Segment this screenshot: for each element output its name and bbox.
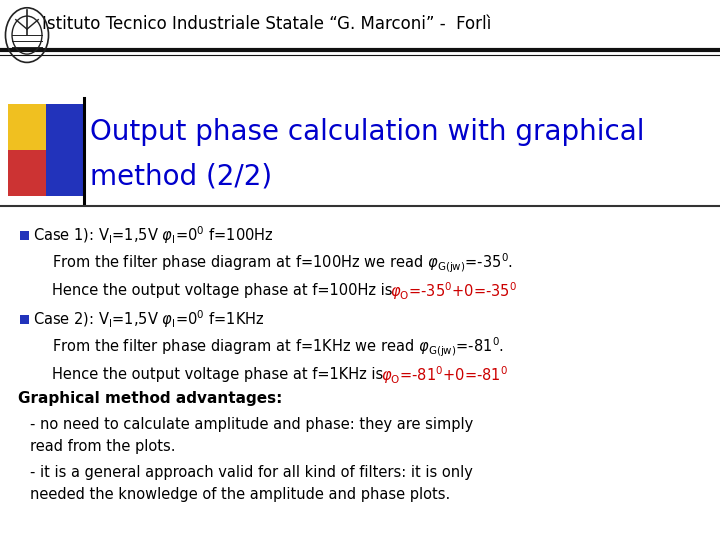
Text: $\varphi$$_\mathregular{O}$=-35$^0$+0=-35$^0$: $\varphi$$_\mathregular{O}$=-35$^0$+0=-3… [390,280,517,302]
Text: Case 1): V$_\mathregular{I}$=1,5V $\varphi$$_\mathregular{I}$=0$^0$ f=100Hz: Case 1): V$_\mathregular{I}$=1,5V $\varp… [33,224,274,246]
Bar [20,315,29,324]
Text: - it is a general approach valid for all kind of filters: it is only: - it is a general approach valid for all… [30,465,473,481]
Text: From the filter phase diagram at f=100Hz we read $\varphi$$_{\mathregular{G(jw)}: From the filter phase diagram at f=100Hz… [52,251,513,275]
Text: Output phase calculation with graphical: Output phase calculation with graphical [90,118,644,146]
Text: $\varphi$$_\mathregular{O}$=-81$^0$+0=-81$^0$: $\varphi$$_\mathregular{O}$=-81$^0$+0=-8… [381,364,508,386]
Text: Case 2): V$_\mathregular{I}$=1,5V $\varphi$$_\mathregular{I}$=0$^0$ f=1KHz: Case 2): V$_\mathregular{I}$=1,5V $\varp… [33,308,265,330]
Text: method (2/2): method (2/2) [90,163,272,191]
Text: Hence the output voltage phase at f=100Hz is: Hence the output voltage phase at f=100H… [52,284,397,299]
Bar [8,104,46,150]
Text: read from the plots.: read from the plots. [30,440,176,455]
Bar [46,150,84,196]
Text: Istituto Tecnico Industriale Statale “G. Marconi” -  Forlì: Istituto Tecnico Industriale Statale “G.… [42,15,491,33]
Bar [46,104,84,150]
Text: From the filter phase diagram at f=1KHz we read $\varphi$$_{\mathregular{G(jw)}}: From the filter phase diagram at f=1KHz … [52,335,504,359]
Text: Hence the output voltage phase at f=1KHz is: Hence the output voltage phase at f=1KHz… [52,368,388,382]
Bar [20,231,29,240]
Text: - no need to calculate amplitude and phase: they are simply: - no need to calculate amplitude and pha… [30,417,473,433]
Text: needed the knowledge of the amplitude and phase plots.: needed the knowledge of the amplitude an… [30,488,450,503]
Bar [8,150,46,196]
Text: Graphical method advantages:: Graphical method advantages: [18,392,282,407]
